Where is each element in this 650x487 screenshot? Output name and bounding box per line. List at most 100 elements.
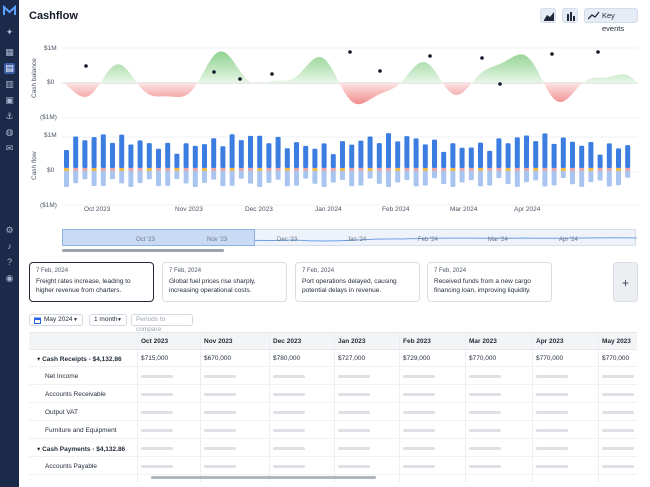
cashflow-icon[interactable]: ▤ [4, 63, 15, 74]
column-header[interactable]: Jan 2023 [338, 338, 366, 345]
anchor-icon[interactable]: ⚓ [5, 111, 14, 121]
table-row[interactable]: Output VAT [29, 404, 637, 421]
cashflow-bar-negative [266, 171, 272, 183]
add-event-button[interactable]: + [613, 262, 638, 302]
minimap-label: Apr '24 [559, 237, 578, 243]
table-row[interactable]: Accounts Payable [29, 458, 637, 475]
table-row[interactable]: ▾ Cash Receipts - $4,132.86 $715,000 $670,… [29, 350, 637, 367]
bar-chart-toggle-button[interactable] [562, 8, 578, 23]
column-header[interactable]: Apr 2023 [536, 338, 564, 345]
event-marker [212, 70, 216, 74]
table-icon[interactable]: ▥ [5, 79, 14, 89]
table-scrollbar[interactable] [151, 476, 376, 479]
cell-placeholder [469, 393, 501, 396]
help-icon[interactable]: ? [6, 257, 12, 267]
cell-placeholder [602, 465, 634, 468]
minimap-scrollbar[interactable] [62, 249, 224, 252]
column-header[interactable]: Dec 2023 [273, 338, 302, 345]
table-row[interactable]: Net Income [29, 368, 637, 385]
cashflow-bar-negative [496, 171, 502, 179]
cashflow-bar-segment [266, 168, 272, 171]
cashflow-bar-negative [174, 171, 180, 179]
bell-icon[interactable]: ♪ [7, 241, 12, 251]
cashflow-bar-positive [238, 140, 244, 168]
table-row[interactable]: ▾ Cash Payments - $4,132.86 [29, 440, 637, 457]
cashflow-bar-negative [192, 171, 198, 187]
cashflow-bar-positive [266, 143, 272, 168]
cell-placeholder [602, 393, 634, 396]
bar-chart-icon [567, 12, 575, 21]
cashflow-bar-positive [64, 150, 69, 168]
cashflow-bar-positive [376, 143, 382, 168]
cashflow-bar-negative [119, 171, 125, 184]
mail-icon[interactable]: ✉ [5, 143, 14, 153]
cell-placeholder [536, 465, 568, 468]
period-select[interactable]: 1 month ▼ [89, 314, 127, 326]
cashflow-bar-segment [560, 168, 566, 171]
cashflow-bar-negative [579, 171, 585, 187]
cell-placeholder [403, 447, 435, 450]
column-header[interactable]: Feb 2023 [403, 338, 431, 345]
event-card[interactable]: 7 Feb, 2024 Global fuel prices rise shar… [162, 262, 287, 302]
cashflow-bar-positive [579, 145, 585, 168]
column-header[interactable]: Mar 2023 [469, 338, 497, 345]
cashflow-bar-positive [468, 147, 474, 168]
cashflow-bar-negative [100, 171, 106, 186]
cashflow-bar-negative [606, 171, 612, 187]
cashflow-bar-segment [395, 168, 401, 171]
cashflow-bar-segment [459, 168, 465, 171]
minimap-selection[interactable] [62, 229, 255, 246]
sparkle-icon[interactable]: ✦ [5, 27, 14, 37]
cashflow-bar-segment [110, 168, 115, 171]
cell-placeholder [204, 393, 236, 396]
cell-placeholder [338, 429, 370, 432]
event-card[interactable]: 7 Feb, 2024 Received funds from a new ca… [427, 262, 552, 302]
event-text: Received funds from a new cargo financin… [434, 278, 531, 294]
x-tick-label: Jan 2024 [315, 206, 342, 213]
column-divider [137, 333, 138, 482]
chevron-down-icon: ▼ [73, 317, 78, 323]
cashflow-bar-segment [422, 168, 428, 171]
cashflow-bar-segment [588, 168, 594, 171]
cashflow-bar-negative [468, 171, 474, 181]
cashflow-bar-positive [303, 145, 309, 168]
compare-periods-input[interactable]: Periods to compare [131, 314, 193, 333]
column-header[interactable]: May 2023 [602, 338, 631, 345]
key-events-button[interactable]: Key events [584, 8, 638, 33]
cashflow-bar-segment [91, 168, 97, 171]
cashflow-bar-positive [128, 144, 134, 168]
cashflow-bar-positive [358, 140, 364, 168]
event-card[interactable]: 7 Feb, 2024 Port operations delayed, cau… [295, 262, 420, 302]
event-card[interactable]: 7 Feb, 2024 Freight rates increase, lead… [29, 262, 154, 302]
cashflow-charts[interactable] [0, 0, 650, 230]
column-header[interactable]: Nov 2023 [204, 338, 233, 345]
cashflow-bar-segment [229, 168, 235, 171]
month-select[interactable]: May 2024 ▼ [29, 314, 83, 326]
cell-placeholder [273, 393, 305, 396]
cashflow-bar-segment [413, 168, 419, 171]
user-icon[interactable]: ◉ [5, 273, 14, 283]
globe-icon[interactable]: ◍ [5, 127, 14, 137]
cashflow-bar-negative [376, 171, 382, 184]
cashflow-bar-positive [395, 141, 401, 168]
table-row[interactable]: Furniture and Equipment [29, 422, 637, 439]
cashflow-bar-positive [202, 144, 207, 168]
cashflow-bar-positive [551, 143, 557, 168]
balance-ytick-top: $1M [44, 45, 57, 52]
event-date: 7 Feb, 2024 [434, 268, 467, 274]
area-chart-toggle-button[interactable] [540, 8, 556, 23]
column-header[interactable]: Oct 2023 [141, 338, 169, 345]
cashflow-bar-negative [294, 171, 299, 186]
table-row[interactable]: Accounts Receivable [29, 386, 637, 403]
cell-placeholder [469, 447, 501, 450]
cell-placeholder [141, 447, 173, 450]
cashflow-bar-positive [413, 138, 419, 168]
event-marker [270, 72, 274, 76]
settings-icon[interactable]: ⚙ [5, 225, 14, 235]
minimap-label: Dec '23 [277, 237, 298, 243]
briefcase-icon[interactable]: ▣ [5, 95, 14, 105]
event-marker [428, 54, 432, 58]
grid-icon[interactable]: ▦ [5, 47, 14, 57]
cashflow-bar-segment [156, 168, 161, 171]
cashflow-bar-positive [542, 133, 548, 168]
